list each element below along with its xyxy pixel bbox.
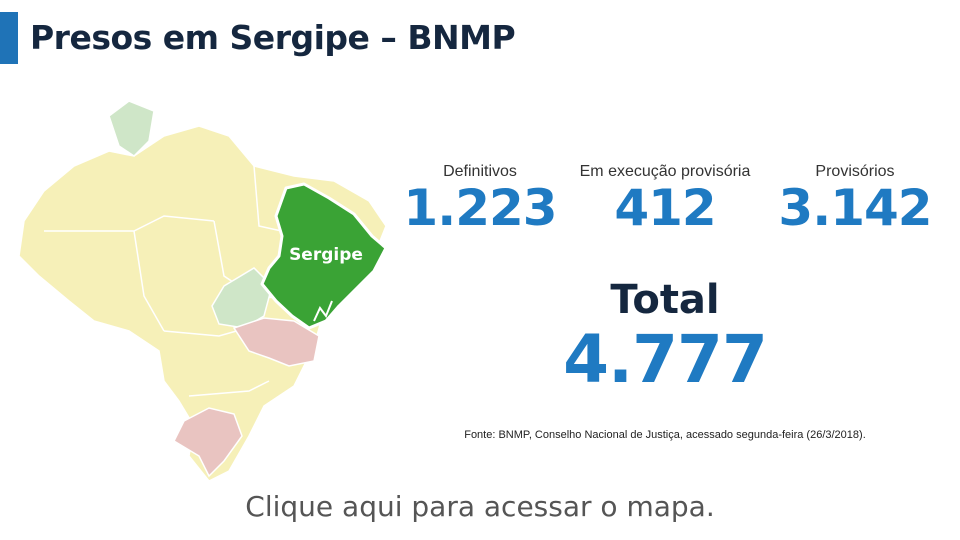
stat-execucao: Em execução provisória 412 [565,163,765,235]
page-title: Presos em Sergipe – BNMP [30,18,516,57]
stat-provisorios-value: 3.142 [778,179,932,237]
title-accent-bar [0,12,18,64]
stat-provisorios-label: Provisórios [815,163,895,180]
red-region-southeast [232,317,320,367]
stat-execucao-value: 412 [614,179,716,237]
source-note: Fonte: BNMP, Conselho Nacional de Justiç… [464,429,866,441]
sergipe-label: Sergipe [289,245,363,265]
brazil-map[interactable]: Sergipe [14,96,394,486]
stat-provisorios: Provisórios 3.142 [775,163,935,235]
red-region-south [173,407,243,478]
open-map-link[interactable]: Clique aqui para acessar o mapa. [245,490,715,523]
total-value: 4.777 [563,321,768,398]
stat-definitivos-label: Definitivos [443,163,517,180]
stat-definitivos: Definitivos 1.223 [400,163,560,235]
green-region-north [108,100,155,157]
total-block: Total 4.777 [560,276,770,396]
sergipe-highlight-region[interactable] [260,182,388,330]
stat-execucao-label: Em execução provisória [579,163,751,180]
total-label: Total [610,277,720,323]
coast-marker-icon [313,300,333,322]
stat-definitivos-value: 1.223 [403,179,557,237]
